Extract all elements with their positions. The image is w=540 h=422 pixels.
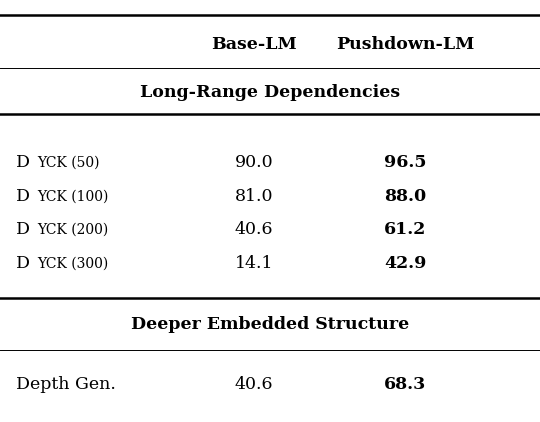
Text: Long-Range Dependencies: Long-Range Dependencies — [140, 84, 400, 101]
Text: YCK (300): YCK (300) — [37, 257, 108, 271]
Text: 81.0: 81.0 — [234, 188, 273, 205]
Text: Deeper Embedded Structure: Deeper Embedded Structure — [131, 316, 409, 333]
Text: D: D — [16, 188, 30, 205]
Text: YCK (200): YCK (200) — [37, 223, 108, 237]
Text: 61.2: 61.2 — [384, 222, 426, 238]
Text: YCK (50): YCK (50) — [37, 155, 99, 170]
Text: 88.0: 88.0 — [384, 188, 426, 205]
Text: 14.1: 14.1 — [234, 255, 273, 272]
Text: 90.0: 90.0 — [234, 154, 273, 171]
Text: 42.9: 42.9 — [384, 255, 426, 272]
Text: D: D — [16, 255, 30, 272]
Text: Base-LM: Base-LM — [211, 36, 296, 53]
Text: D: D — [16, 154, 30, 171]
Text: 68.3: 68.3 — [384, 376, 426, 392]
Text: Pushdown-LM: Pushdown-LM — [336, 36, 474, 53]
Text: Depth Gen.: Depth Gen. — [16, 376, 116, 392]
Text: D: D — [16, 222, 30, 238]
Text: 40.6: 40.6 — [234, 222, 273, 238]
Text: 40.6: 40.6 — [234, 376, 273, 392]
Text: YCK (100): YCK (100) — [37, 189, 108, 203]
Text: 96.5: 96.5 — [384, 154, 426, 171]
